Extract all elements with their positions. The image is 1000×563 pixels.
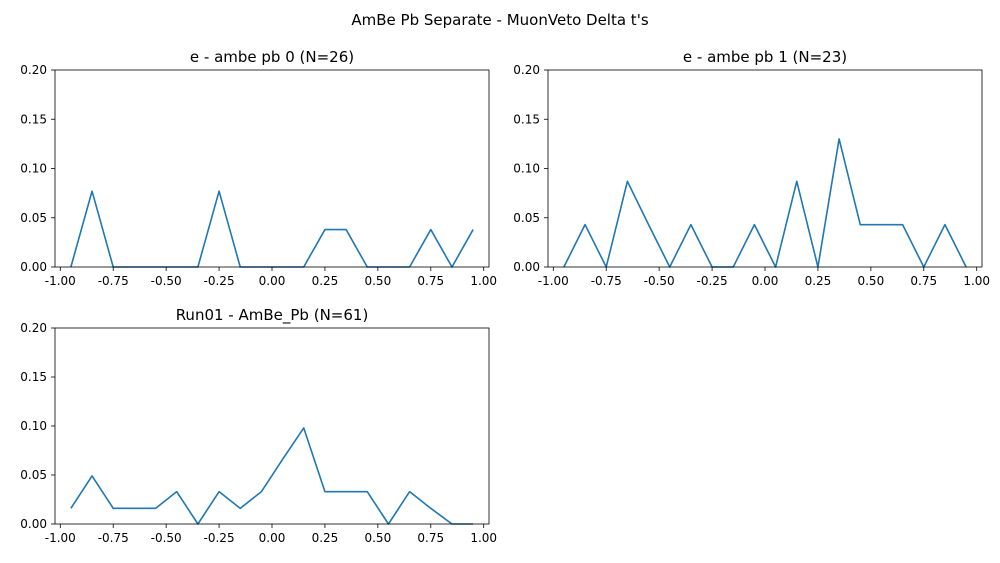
- y-tick-label: 0.15: [20, 370, 47, 384]
- series-line: [563, 138, 967, 268]
- y-tick-label: 0.05: [20, 468, 47, 482]
- subplot-title: Run01 - AmBe_Pb (N=61): [176, 306, 369, 325]
- subplot-title: e - ambe pb 1 (N=23): [683, 48, 847, 66]
- y-tick-label: 0.00: [513, 260, 540, 274]
- x-tick-label: 1.00: [470, 274, 497, 288]
- x-tick-label: 0.25: [312, 274, 339, 288]
- x-tick-label: -1.00: [45, 531, 76, 545]
- x-tick-label: -0.75: [98, 531, 129, 545]
- subplot-title: e - ambe pb 0 (N=26): [190, 48, 354, 66]
- x-tick-label: 0.50: [364, 274, 391, 288]
- y-tick-label: 0.15: [513, 112, 540, 126]
- x-tick-label: -0.50: [644, 274, 675, 288]
- y-tick-label: 0.00: [20, 517, 47, 531]
- y-tick-label: 0.10: [513, 162, 540, 176]
- y-tick-label: 0.05: [513, 211, 540, 225]
- x-tick-label: 0.00: [259, 274, 286, 288]
- x-tick-label: -0.25: [697, 274, 728, 288]
- x-tick-label: 0.75: [417, 274, 444, 288]
- y-tick-label: 0.00: [20, 260, 47, 274]
- y-tick-label: 0.20: [513, 63, 540, 77]
- subplot-run01-ambe-pb: Run01 - AmBe_Pb (N=61) -1.00 -0.75 -0.50 -0.…: [20, 306, 497, 545]
- x-tick-label: -0.25: [204, 274, 235, 288]
- y-tick-label: 0.20: [20, 63, 47, 77]
- x-tick-label: 1.00: [470, 531, 497, 545]
- series-line: [70, 427, 474, 525]
- x-tick-label: 0.00: [752, 274, 779, 288]
- x-tick-label: 0.25: [805, 274, 832, 288]
- y-tick-label: 0.20: [20, 321, 47, 335]
- x-tick-label: -1.00: [538, 274, 569, 288]
- x-tick-label: 0.50: [364, 531, 391, 545]
- x-tick-label: 0.75: [417, 531, 444, 545]
- y-tick-label: 0.15: [20, 112, 47, 126]
- x-tick-label: 1.00: [963, 274, 990, 288]
- x-tick-label: -1.00: [45, 274, 76, 288]
- x-tick-label: 0.75: [910, 274, 937, 288]
- y-tick-label: 0.10: [20, 162, 47, 176]
- x-tick-label: -0.50: [151, 531, 182, 545]
- x-tick-label: 0.00: [259, 531, 286, 545]
- x-tick-label: 0.50: [857, 274, 884, 288]
- figure-suptitle: AmBe Pb Separate - MuonVeto Delta t's: [351, 11, 648, 29]
- x-tick-label: -0.25: [204, 531, 235, 545]
- x-tick-label: -0.50: [151, 274, 182, 288]
- subplot-ambe-pb-0: e - ambe pb 0 (N=26) -1.00 -0.75 -0.50 -0.25…: [20, 48, 497, 288]
- subplot-ambe-pb-1: e - ambe pb 1 (N=23) -1.00 -0.75 -0.50 -0.25…: [513, 48, 990, 288]
- x-tick-label: -0.75: [98, 274, 129, 288]
- x-tick-label: -0.75: [591, 274, 622, 288]
- y-tick-label: 0.10: [20, 419, 47, 433]
- y-tick-label: 0.05: [20, 211, 47, 225]
- x-tick-label: 0.25: [312, 531, 339, 545]
